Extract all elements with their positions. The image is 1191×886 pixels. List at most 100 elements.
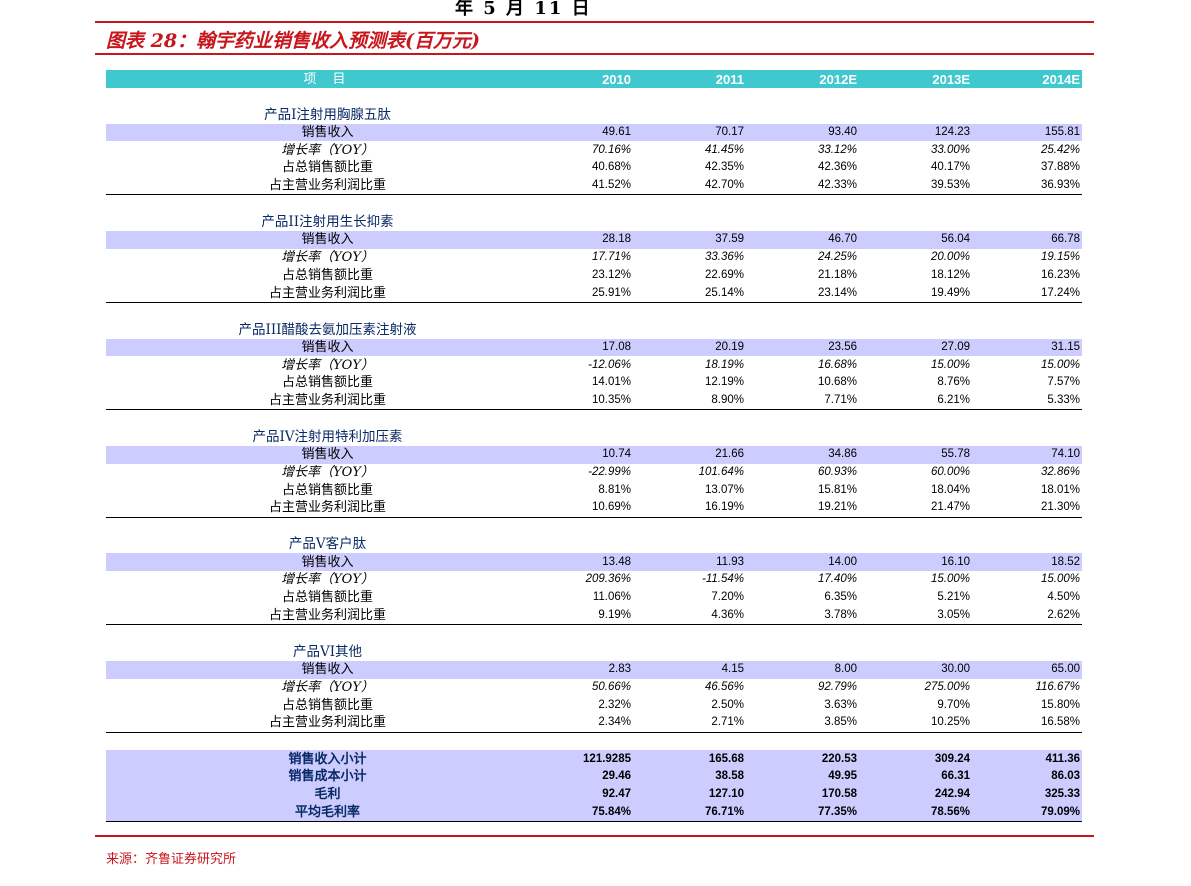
column-header: 2014E — [972, 70, 1082, 88]
row-label: 增长率（YOY） — [281, 572, 374, 588]
row-label: 销售收入 — [106, 553, 549, 572]
spacer-cell — [106, 625, 1082, 643]
cell-value: 2.34% — [549, 713, 633, 733]
cell-value: 93.40 — [746, 123, 859, 142]
table-row: 销售收入 49.61 70.17 93.40 124.23 155.81 — [106, 123, 1082, 142]
cell-value: 23.12% — [591, 268, 631, 281]
spacer-row — [106, 88, 1082, 106]
cell-value: 23.56 — [746, 338, 859, 357]
section-title-row: 产品V客户肽 — [106, 535, 1082, 553]
cell-value: 24.25% — [817, 251, 857, 264]
section-title-row: 产品I注射用胸腺五肽 — [106, 106, 1082, 124]
row-label: 增长率（YOY） — [281, 679, 374, 695]
row-label: 占总销售额比重 — [281, 267, 373, 283]
row-label: 占总销售额比重 — [281, 590, 373, 606]
section-title-filler — [549, 213, 1082, 231]
section-title-filler — [549, 643, 1082, 661]
cell-value: 92.47 — [549, 785, 633, 804]
cell-value: 19.21% — [746, 499, 859, 518]
cell-value: 40.17% — [930, 161, 970, 174]
cell-value: 13.07% — [704, 483, 744, 496]
cell-value: 8.90% — [633, 391, 746, 411]
cell-value: 15.80% — [1040, 698, 1080, 711]
row-label: 销售收入 — [106, 231, 549, 249]
row-label: 平均毛利率 — [106, 803, 549, 823]
cell-value: 4.15 — [633, 660, 746, 679]
cell-value: 32.86% — [1040, 466, 1080, 479]
cell-value: 121.9285 — [549, 750, 633, 768]
row-label: 销售收入 — [106, 446, 549, 464]
cell-value: 76.71% — [633, 803, 746, 823]
cell-value: 6.35% — [824, 591, 857, 604]
cell-value: 27.09 — [859, 338, 972, 357]
cell-value: 41.52% — [549, 176, 633, 196]
cell-value: -12.06% — [588, 358, 631, 371]
cell-value: 60.00% — [930, 466, 970, 479]
table-row: 销售收入 28.18 37.59 46.70 56.04 66.78 — [106, 231, 1082, 249]
cell-value: 13.48 — [549, 553, 633, 572]
spacer-row — [106, 517, 1082, 535]
section-title: 产品VI其他 — [292, 643, 363, 660]
cell-value: 17.71% — [591, 251, 631, 264]
table-row: 占总销售额比重 8.81% 13.07% 15.81% 18.04% 18.01% — [106, 481, 1082, 499]
cell-value: 127.10 — [633, 785, 746, 804]
row-label: 占主营业务利润比重 — [106, 499, 549, 518]
cell-value: 15.00% — [1040, 358, 1080, 371]
table-row: 占主营业务利润比重 9.19% 4.36% 3.78% 3.05% 2.62% — [106, 606, 1082, 626]
column-header: 项 目 — [106, 70, 549, 88]
section-title-filler — [549, 321, 1082, 339]
cell-value: 66.31 — [859, 768, 972, 786]
row-label: 占总销售额比重 — [281, 697, 373, 713]
row-label: 占主营业务利润比重 — [106, 391, 549, 411]
cell-value: 55.78 — [859, 446, 972, 464]
cell-value: 19.49% — [859, 284, 972, 303]
summary-row: 销售收入小计 121.9285 165.68 220.53 309.24 411.36 — [106, 750, 1082, 768]
row-label: 占主营业务利润比重 — [106, 606, 549, 626]
cell-value: 21.47% — [859, 499, 972, 518]
cell-value: 31.15 — [972, 338, 1082, 357]
column-header: 2011 — [633, 70, 746, 88]
summary-row: 毛利 92.47 127.10 170.58 242.94 325.33 — [106, 785, 1082, 804]
cell-value: 2.62% — [972, 606, 1082, 626]
section-title-filler — [549, 106, 1082, 124]
row-label: 销售收入 — [106, 660, 549, 679]
cell-value: 66.78 — [972, 231, 1082, 249]
cell-value: 16.68% — [817, 358, 857, 371]
row-label: 销售收入 — [106, 123, 549, 142]
cell-value: 25.42% — [1040, 143, 1080, 156]
cell-value: 3.05% — [859, 606, 972, 626]
section-title-row: 产品VI其他 — [106, 643, 1082, 661]
cell-value: 20.00% — [930, 251, 970, 264]
row-label: 增长率（YOY） — [281, 357, 374, 373]
cell-value: 38.58 — [633, 768, 746, 786]
table-row: 占主营业务利润比重 10.35% 8.90% 7.71% 6.21% 5.33% — [106, 391, 1082, 411]
table-row: 增长率（YOY） 17.71% 33.36% 24.25% 20.00% 19.15% — [106, 249, 1082, 267]
cell-value: 22.69% — [704, 268, 744, 281]
cell-value: 220.53 — [746, 750, 859, 768]
cell-value: 10.69% — [549, 499, 633, 518]
cell-value: 70.17 — [633, 123, 746, 142]
spacer-row — [106, 625, 1082, 643]
cell-value: 42.70% — [633, 176, 746, 196]
section-title: 产品II注射用生长抑素 — [261, 214, 394, 231]
table-row: 占总销售额比重 40.68% 42.35% 42.36% 40.17% 37.88% — [106, 159, 1082, 177]
cell-value: 17.24% — [972, 284, 1082, 303]
cell-value: 7.20% — [711, 591, 744, 604]
table-header-row: 项 目 2010 2011 2012E 2013E 2014E — [106, 70, 1082, 88]
cell-value: 75.84% — [549, 803, 633, 823]
section-title: 产品I注射用胸腺五肽 — [264, 106, 391, 123]
cell-value: 12.19% — [704, 376, 744, 389]
row-label: 占主营业务利润比重 — [106, 176, 549, 196]
cell-value: 309.24 — [859, 750, 972, 768]
cell-value: 242.94 — [859, 785, 972, 804]
source-note: 来源：齐鲁证券研究所 — [106, 852, 237, 867]
cell-value: 14.00 — [746, 553, 859, 572]
cell-value: 10.25% — [859, 713, 972, 733]
cell-value: 33.00% — [930, 143, 970, 156]
spacer-row — [106, 410, 1082, 428]
cell-value: 41.45% — [704, 143, 744, 156]
cell-value: 275.00% — [924, 680, 970, 693]
cell-value: 21.66 — [633, 446, 746, 464]
cell-value: -22.99% — [588, 466, 631, 479]
cell-value: 23.14% — [746, 284, 859, 303]
